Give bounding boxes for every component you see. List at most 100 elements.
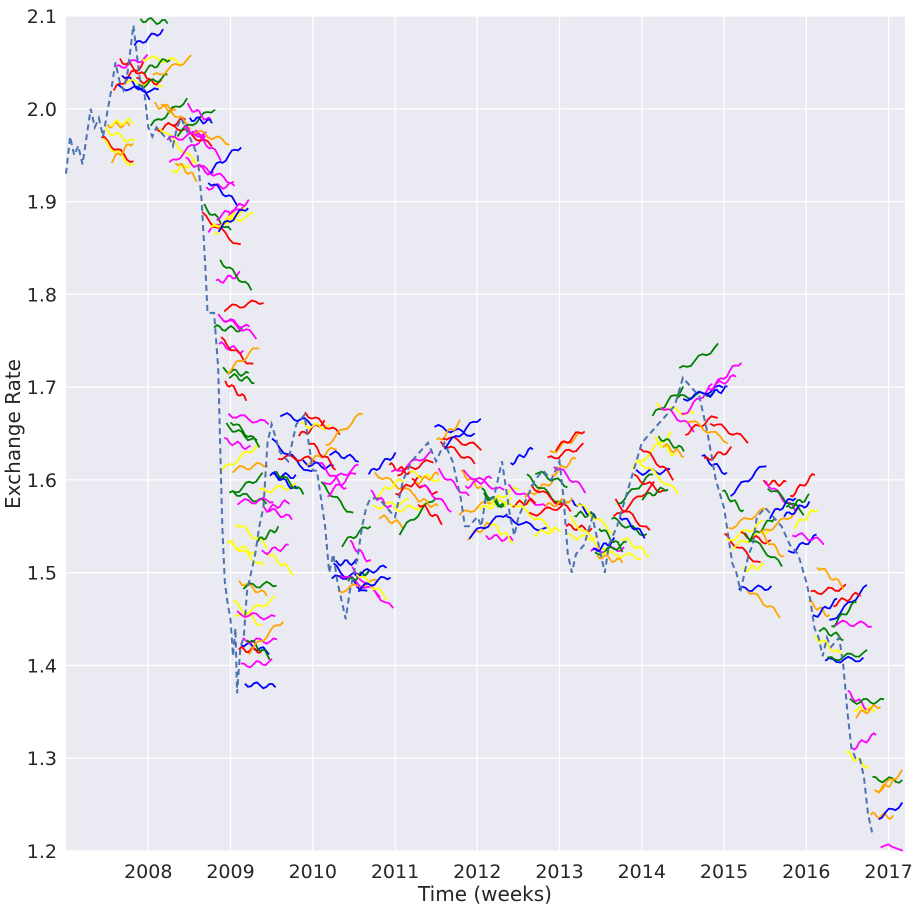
forecast-line (878, 802, 904, 821)
forecast-line (742, 562, 764, 573)
forecast-line (246, 639, 271, 661)
forecast-line (792, 532, 825, 546)
forecast-line (682, 384, 724, 402)
forecast-line (808, 599, 831, 618)
forecast-line (269, 471, 297, 480)
y-tick-label: 1.6 (27, 470, 57, 492)
forecast-line (370, 489, 392, 509)
forecast-line (229, 421, 261, 448)
forecast-line (213, 324, 243, 333)
forecast-line (309, 442, 337, 471)
forecast-line (209, 146, 242, 175)
forecast-line (547, 442, 584, 460)
forecast-line (851, 732, 877, 751)
forecast-line (219, 259, 253, 291)
forecast-line (544, 497, 573, 508)
forecast-line (413, 493, 439, 509)
forecast-line (641, 486, 669, 501)
forecast-line (510, 446, 534, 466)
forecast-line (109, 117, 135, 127)
forecast-line (738, 584, 773, 593)
forecast-line (236, 496, 274, 506)
forecast-line (834, 619, 872, 628)
forecast-line (199, 164, 235, 185)
forecast-line (142, 54, 181, 65)
forecast-line (349, 539, 372, 563)
actual-series (65, 25, 874, 833)
forecast-line (221, 319, 258, 340)
forecast-line (662, 442, 685, 458)
forecast-line (329, 450, 359, 463)
forecast-line (320, 481, 354, 514)
forecast-line (787, 533, 817, 554)
x-tick-label: 2013 (535, 861, 583, 883)
forecast-line (722, 489, 745, 513)
forecast-line (528, 501, 569, 517)
forecast-line (824, 655, 865, 664)
forecast-line (576, 503, 614, 535)
y-tick-label: 1.5 (27, 563, 57, 585)
forecast-line (420, 485, 452, 513)
forecast-line (378, 514, 405, 529)
forecast-line (617, 473, 653, 505)
forecast-line (110, 142, 134, 164)
forecast-line (223, 299, 264, 313)
forecast-line (225, 422, 258, 442)
forecast-line (551, 456, 577, 477)
forecast-line (660, 406, 695, 433)
forecast-line (442, 435, 482, 451)
forecast-line (172, 123, 213, 148)
forecast-line (158, 127, 200, 170)
forecast-line (279, 412, 315, 427)
forecast-line (611, 516, 648, 537)
y-tick-label: 1.2 (27, 841, 57, 863)
y-tick-label: 1.7 (27, 377, 57, 399)
forecast-line (827, 649, 868, 662)
forecast-line (325, 412, 363, 446)
forecast-line (304, 411, 341, 436)
forecast-line (633, 473, 666, 494)
forecast-line (238, 645, 264, 654)
y-tick-label: 1.8 (27, 284, 57, 306)
forecast-line (845, 750, 870, 769)
forecast-line (133, 28, 164, 47)
forecast-line (209, 205, 247, 229)
forecast-line (621, 537, 650, 558)
forecast-line (214, 211, 237, 236)
forecast-line (232, 600, 262, 627)
forecast-line (205, 182, 236, 191)
forecast-line (728, 507, 768, 530)
forecast-line (555, 430, 586, 452)
forecast-line (810, 583, 847, 596)
forecast-line (637, 459, 679, 495)
forecast-line (415, 471, 440, 486)
forecast-line (278, 453, 317, 464)
forecast-line (759, 531, 785, 558)
forecast-line (143, 58, 171, 74)
forecast-line (267, 553, 295, 576)
x-axis-title: Time (weeks) (417, 882, 552, 906)
forecast-line (327, 472, 357, 498)
forecast-line (744, 532, 783, 567)
forecast-line (565, 522, 593, 533)
forecast-line (160, 103, 192, 130)
forecast-line (726, 519, 764, 542)
forecast-line (703, 446, 733, 461)
forecast-line (553, 466, 587, 494)
forecast-line (487, 486, 520, 507)
y-axis-title: Exchange Rate (1, 359, 25, 509)
forecast-line (357, 575, 392, 593)
forecast-line (355, 573, 388, 601)
forecast-line (783, 500, 811, 518)
forecast-line (709, 422, 749, 444)
forecast-line (526, 473, 562, 503)
y-tick-labels: 1.2 1.3 1.4 1.5 1.6 1.7 1.8 1.9 2.0 2.1 (27, 6, 57, 863)
forecast-line (271, 437, 313, 473)
forecast-line (768, 497, 797, 520)
forecast-line (367, 451, 397, 475)
forecast-line (265, 499, 290, 513)
x-tick-label: 2012 (453, 861, 501, 883)
forecast-line (397, 458, 434, 477)
forecast-line (185, 156, 214, 176)
forecast-line (230, 539, 265, 567)
